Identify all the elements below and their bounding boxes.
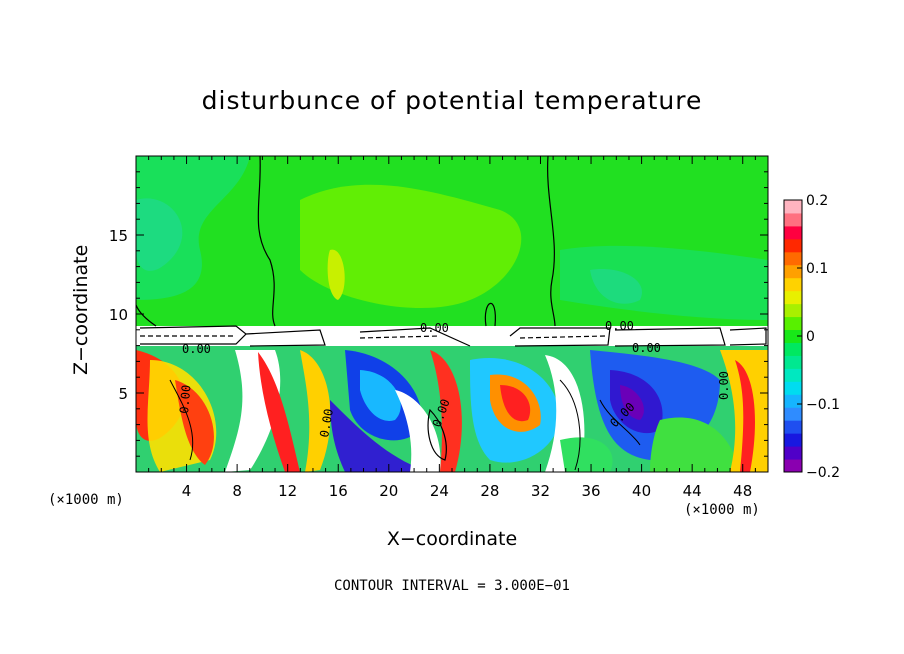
colorbar-swatch (784, 394, 802, 408)
x-tick-label: 36 (581, 482, 600, 500)
x-tick-label: 24 (430, 482, 449, 500)
upper-cool-patch-left-inner (136, 198, 183, 271)
x-tick-label: 12 (278, 482, 297, 500)
upper-cool-patch-right (560, 245, 768, 320)
x-axis-label: X−coordinate (386, 528, 518, 550)
x-unit-label-left: (×1000 m) (48, 492, 124, 508)
colorbar: −0.2 −0.1 0 0.1 0.2 (783, 193, 840, 481)
upper-warm-streak (327, 249, 345, 300)
colorbar-swatch (784, 342, 802, 356)
contour-label: 0.00 (605, 319, 634, 333)
heatmap-field (136, 156, 768, 472)
colorbar-swatch (784, 355, 802, 369)
colorbar-swatch (784, 290, 802, 305)
y-tick-label: 5 (118, 385, 128, 403)
colorbar-swatch (784, 200, 802, 214)
y-tick-label: 15 (109, 227, 128, 245)
colorbar-swatch (784, 329, 802, 343)
contour-label: 0.00 (177, 384, 193, 414)
colorbar-swatch (784, 316, 802, 331)
chart-title: disturbunce of potential temperature (201, 86, 703, 115)
upper-warm-patch (300, 184, 522, 309)
contour-lines (136, 156, 767, 471)
lower-layer (136, 346, 768, 472)
upper-cool-patch-right-inner (590, 269, 642, 304)
contour-label: 0.00 (717, 371, 731, 400)
x-tick-label: 48 (733, 482, 752, 500)
x-tick-label: 20 (379, 482, 398, 500)
x-tick-label: 44 (683, 482, 702, 500)
colorbar-swatch (784, 368, 802, 382)
x-tick-label: 16 (329, 482, 348, 500)
colorbar-tick-label: 0.2 (806, 193, 828, 209)
colorbar-swatch (784, 381, 802, 395)
colorbar-swatch (784, 212, 802, 227)
x-tick-label: 28 (480, 482, 499, 500)
colorbar-swatch (784, 420, 802, 434)
colorbar-tick-label: −0.2 (806, 465, 840, 481)
colorbar-swatch (784, 277, 802, 292)
colorbar-swatch (784, 433, 802, 447)
contour-label: 0.00 (317, 408, 336, 439)
contour-interval-note: CONTOUR INTERVAL = 3.000E−01 (333, 578, 570, 594)
colorbar-tick-label: 0 (806, 329, 815, 345)
colorbar-swatch (784, 446, 802, 460)
x-tick-label: 4 (182, 482, 192, 500)
colorbar-swatch (784, 238, 802, 253)
colorbar-swatch (784, 251, 802, 266)
colorbar-tick-label: 0.1 (806, 261, 828, 277)
colorbar-swatch (784, 264, 802, 279)
colorbar-tick-label: −0.1 (806, 397, 840, 413)
contour-label: 0.00 (182, 342, 211, 356)
contour-label: 0.00 (632, 341, 661, 355)
colorbar-swatch (784, 225, 802, 240)
x-axis-ticks: 4 8 12 16 20 24 28 32 36 40 44 48 (148, 156, 756, 500)
x-unit-label-right: (×1000 m) (684, 502, 760, 518)
x-tick-label: 40 (632, 482, 651, 500)
x-tick-label: 8 (232, 482, 242, 500)
y-axis-ticks: 5 10 15 (109, 171, 768, 457)
colorbar-swatch (784, 407, 802, 421)
colorbar-swatch (784, 459, 802, 473)
contour-label: 0.00 (420, 321, 449, 335)
y-tick-label: 10 (109, 306, 128, 324)
colorbar-swatch (784, 303, 802, 318)
x-tick-label: 32 (531, 482, 550, 500)
